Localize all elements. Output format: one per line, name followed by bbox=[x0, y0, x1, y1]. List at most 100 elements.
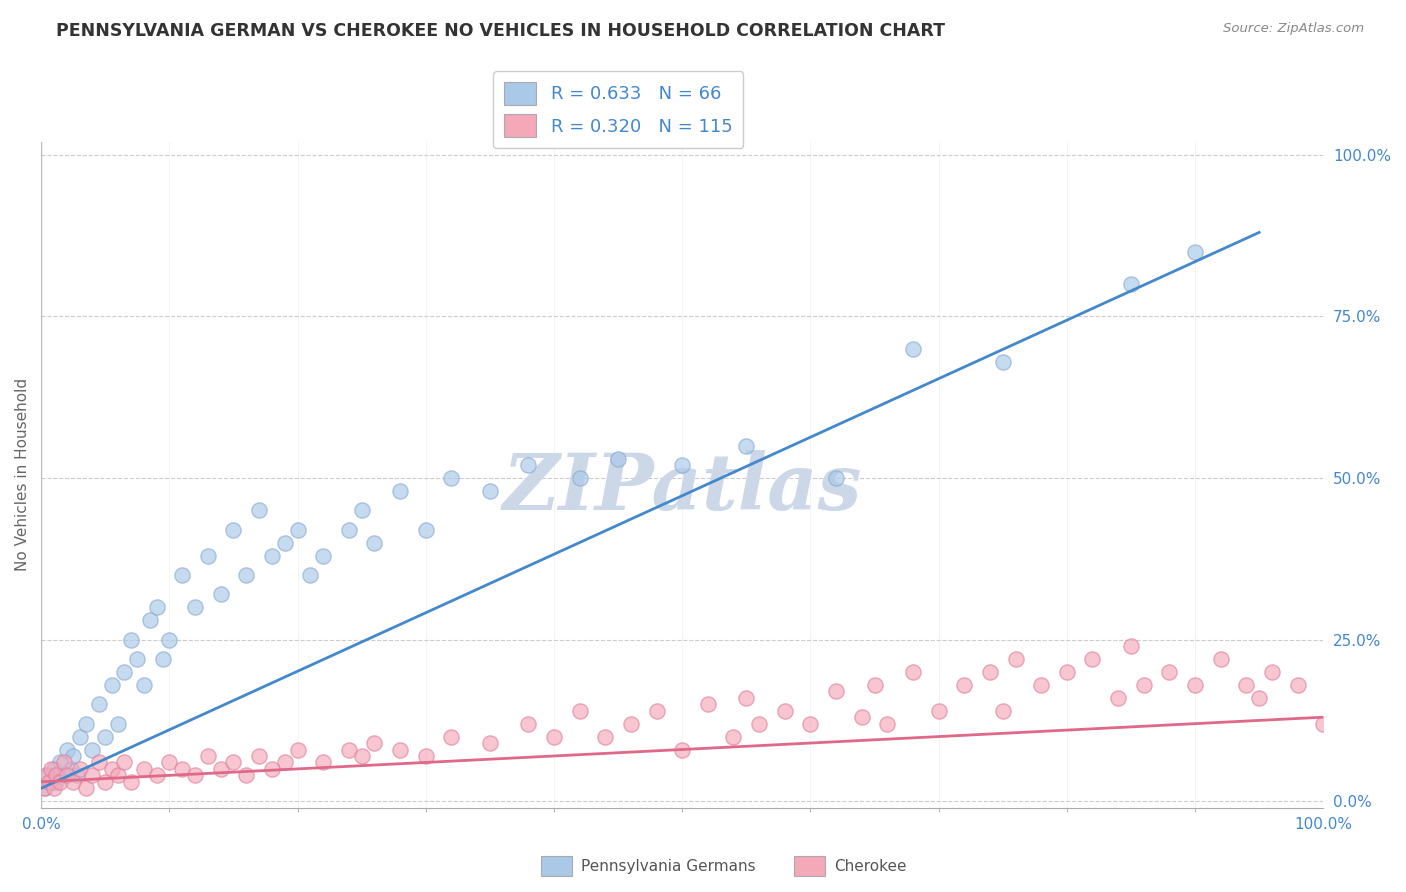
Point bbox=[1184, 244, 1206, 259]
Point bbox=[107, 716, 129, 731]
Point bbox=[35, 768, 58, 782]
Point bbox=[607, 451, 630, 466]
Point bbox=[114, 756, 136, 770]
Point bbox=[42, 762, 65, 776]
Point bbox=[235, 768, 257, 782]
Point bbox=[120, 632, 142, 647]
Point bbox=[671, 742, 693, 756]
Point bbox=[197, 549, 219, 563]
Point bbox=[1004, 652, 1026, 666]
Point bbox=[350, 503, 373, 517]
Point bbox=[1286, 678, 1309, 692]
Point bbox=[1119, 639, 1142, 653]
Point bbox=[876, 716, 898, 731]
Point bbox=[979, 665, 1001, 679]
Point bbox=[66, 768, 89, 782]
Point bbox=[825, 684, 848, 698]
Point bbox=[41, 774, 63, 789]
Point bbox=[735, 439, 758, 453]
Point bbox=[1184, 678, 1206, 692]
Point bbox=[851, 710, 873, 724]
Point bbox=[82, 768, 104, 782]
Point bbox=[1159, 665, 1181, 679]
Text: ZIPatlas: ZIPatlas bbox=[502, 450, 862, 526]
Point bbox=[1234, 678, 1257, 692]
Point bbox=[75, 716, 97, 731]
Point bbox=[1261, 665, 1284, 679]
Point bbox=[94, 774, 117, 789]
Point bbox=[1107, 690, 1129, 705]
Point bbox=[723, 730, 745, 744]
Point bbox=[197, 748, 219, 763]
Point bbox=[34, 781, 56, 796]
Point bbox=[152, 652, 174, 666]
Point bbox=[337, 523, 360, 537]
Point bbox=[440, 471, 463, 485]
Point bbox=[55, 742, 77, 756]
Point bbox=[247, 748, 270, 763]
Point bbox=[157, 632, 180, 647]
Point bbox=[145, 768, 167, 782]
Point bbox=[863, 678, 886, 692]
Point bbox=[543, 730, 565, 744]
Point bbox=[87, 698, 110, 712]
Point bbox=[287, 523, 309, 537]
Point bbox=[41, 762, 63, 776]
Point bbox=[32, 781, 55, 796]
Point bbox=[953, 678, 976, 692]
Point bbox=[1081, 652, 1104, 666]
Point bbox=[773, 704, 796, 718]
Point bbox=[350, 748, 373, 763]
Point bbox=[1132, 678, 1154, 692]
Point bbox=[184, 600, 207, 615]
Point bbox=[132, 678, 155, 692]
Point bbox=[107, 768, 129, 782]
Point bbox=[478, 483, 501, 498]
Point bbox=[287, 742, 309, 756]
Point bbox=[139, 613, 162, 627]
Text: Pennsylvania Germans: Pennsylvania Germans bbox=[581, 859, 755, 873]
Point bbox=[337, 742, 360, 756]
Point bbox=[312, 549, 335, 563]
Point bbox=[42, 781, 65, 796]
Point bbox=[62, 774, 84, 789]
Point bbox=[55, 768, 77, 782]
Point bbox=[184, 768, 207, 782]
Point bbox=[260, 762, 283, 776]
Point bbox=[132, 762, 155, 776]
Point bbox=[901, 665, 924, 679]
Point bbox=[172, 762, 194, 776]
Point bbox=[415, 523, 437, 537]
Point bbox=[620, 716, 643, 731]
Point bbox=[209, 587, 232, 601]
Point bbox=[100, 762, 122, 776]
Point bbox=[53, 768, 76, 782]
Point bbox=[1249, 690, 1271, 705]
Text: Cherokee: Cherokee bbox=[834, 859, 907, 873]
Point bbox=[696, 698, 718, 712]
Point bbox=[440, 730, 463, 744]
Point bbox=[53, 756, 76, 770]
Point bbox=[222, 523, 245, 537]
Point bbox=[49, 774, 72, 789]
Point bbox=[568, 471, 591, 485]
Point bbox=[389, 742, 412, 756]
Point bbox=[991, 704, 1014, 718]
Point bbox=[100, 678, 122, 692]
Point bbox=[59, 762, 82, 776]
Point bbox=[209, 762, 232, 776]
Point bbox=[1312, 716, 1334, 731]
Point bbox=[593, 730, 616, 744]
Point bbox=[235, 568, 257, 582]
Point bbox=[312, 756, 335, 770]
Point bbox=[901, 342, 924, 356]
Text: PENNSYLVANIA GERMAN VS CHEROKEE NO VEHICLES IN HOUSEHOLD CORRELATION CHART: PENNSYLVANIA GERMAN VS CHEROKEE NO VEHIC… bbox=[56, 22, 945, 40]
Point bbox=[825, 471, 848, 485]
Point bbox=[928, 704, 950, 718]
Point bbox=[87, 756, 110, 770]
Point bbox=[49, 756, 72, 770]
Point bbox=[299, 568, 322, 582]
Point bbox=[127, 652, 149, 666]
Point bbox=[75, 781, 97, 796]
Point bbox=[478, 736, 501, 750]
